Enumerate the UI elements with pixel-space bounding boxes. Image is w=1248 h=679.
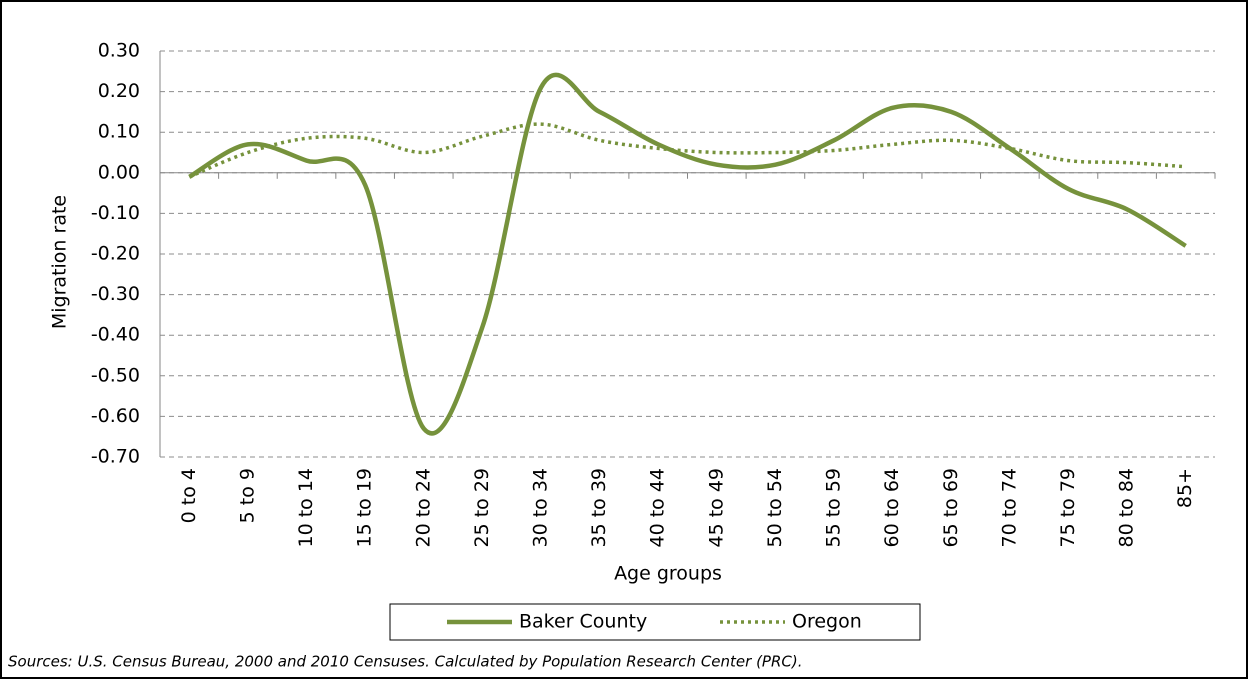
x-tick-label: 45 to 49 [705, 468, 727, 548]
y-tick-label: -0.10 [91, 202, 140, 224]
legend-label: Oregon [792, 611, 862, 633]
x-tick-label: 40 to 44 [647, 468, 669, 548]
y-tick-label: 0.10 [98, 121, 140, 143]
x-axis-label: Age groups [614, 563, 722, 585]
y-tick-label: -0.60 [91, 405, 140, 427]
x-tick-label: 20 to 24 [412, 468, 434, 548]
x-tick-label: 75 to 79 [1057, 468, 1079, 548]
x-tick-label: 30 to 34 [529, 468, 551, 548]
x-tick-label: 70 to 74 [998, 468, 1020, 548]
y-tick-label: 0.20 [98, 80, 140, 102]
series-line [188, 72, 1187, 436]
x-tick-label: 65 to 69 [940, 468, 962, 548]
x-tick-label: 10 to 14 [295, 468, 317, 548]
x-tick-label: 35 to 39 [588, 468, 610, 548]
x-tick-label: 0 to 4 [178, 468, 200, 523]
series-line [188, 122, 1186, 179]
y-tick-label: 0.30 [98, 40, 140, 62]
y-tick-label: -0.70 [91, 446, 140, 468]
x-tick-label: 85+ [1174, 468, 1196, 508]
legend-label: Baker County [519, 611, 647, 633]
y-tick-label: -0.20 [91, 243, 140, 265]
x-tick-label: 80 to 84 [1116, 468, 1138, 548]
y-axis-label: Migration rate [49, 195, 71, 329]
y-tick-label: 0.00 [98, 161, 140, 183]
y-tick-label: -0.30 [91, 283, 140, 305]
x-tick-label: 25 to 29 [471, 468, 493, 548]
x-tick-label: 55 to 59 [823, 468, 845, 548]
x-tick-label: 5 to 9 [236, 468, 258, 523]
x-tick-label: 60 to 64 [881, 468, 903, 548]
y-tick-label: -0.40 [91, 324, 140, 346]
x-tick-label: 50 to 54 [764, 468, 786, 548]
y-tick-label: -0.50 [91, 364, 140, 386]
source-note: Sources: U.S. Census Bureau, 2000 and 20… [8, 653, 803, 671]
x-tick-label: 15 to 19 [354, 468, 376, 548]
